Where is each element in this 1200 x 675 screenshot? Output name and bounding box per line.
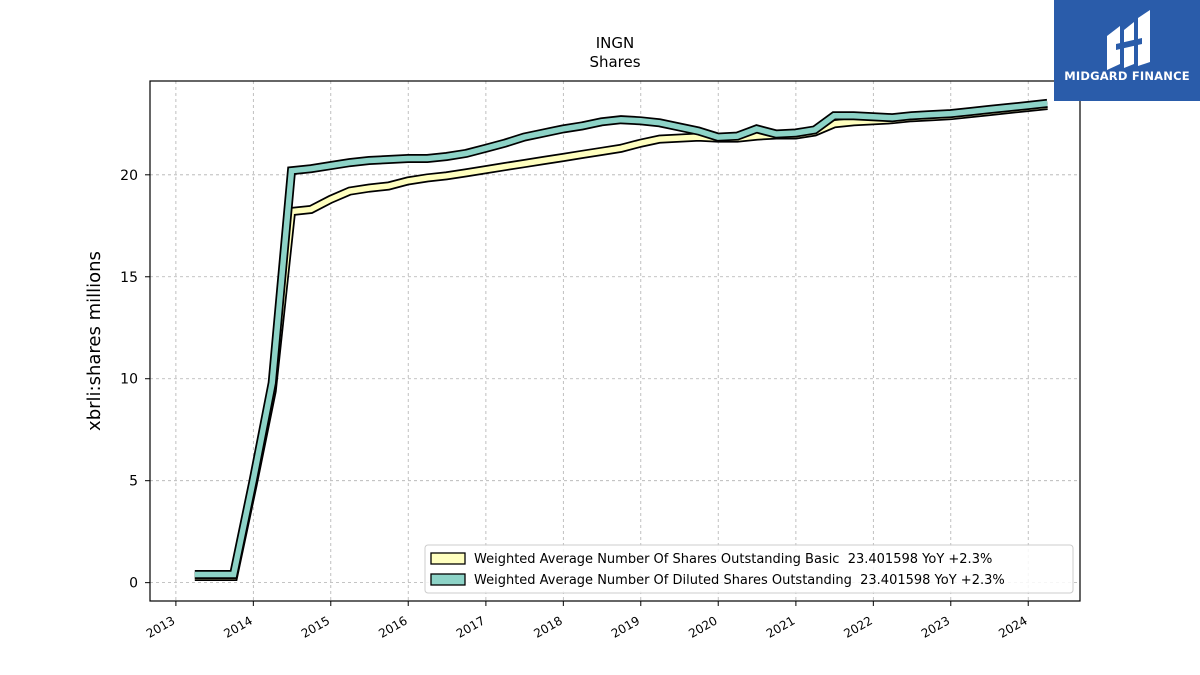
x-tick-label: 2014: [221, 613, 254, 640]
y-axis-label: xbrli:shares millions: [84, 251, 105, 431]
x-tick-label: 2016: [376, 613, 409, 640]
y-tick-label: 15: [120, 270, 138, 286]
legend-label-diluted: Weighted Average Number Of Diluted Share…: [474, 573, 1005, 588]
x-tick-label: 2013: [144, 613, 177, 640]
x-tick-label: 2018: [531, 613, 564, 640]
x-tick-label: 2020: [686, 613, 719, 640]
chart-title: INGN: [596, 34, 635, 52]
y-tick-label: 10: [120, 372, 138, 388]
grid-lines: [150, 81, 1080, 601]
y-tick-label: 5: [129, 474, 138, 490]
chart-subtitle: Shares: [589, 53, 640, 71]
y-tick-label: 20: [120, 168, 138, 184]
y-axis-ticks: 0 5 10 15 20: [120, 168, 150, 592]
legend-swatch-basic: [430, 552, 466, 565]
x-tick-label: 2019: [609, 613, 642, 640]
x-tick-label: 2021: [764, 613, 797, 640]
series-1-line: [194, 100, 1048, 578]
legend-swatch-diluted: [430, 573, 466, 586]
legend-box: [424, 544, 1074, 594]
x-tick-label: 2022: [841, 613, 874, 640]
series-0-line: [194, 102, 1048, 580]
y-tick-label: 0: [129, 576, 138, 592]
x-tick-label: 2024: [996, 613, 1029, 640]
series-0-outline: [194, 101, 1048, 581]
brand-mark-icon: [1107, 10, 1150, 70]
x-tick-label: 2017: [454, 613, 487, 640]
legend-label-basic: Weighted Average Number Of Shares Outsta…: [474, 552, 992, 567]
series-layer: [194, 98, 1048, 581]
plot-frame: [149, 80, 1081, 602]
brand-logo: MIDGARD FINANCE: [1054, 0, 1200, 101]
x-tick-label: 2015: [299, 613, 332, 640]
x-axis-ticks: 2013 2014 2015 2016 2017 2018 2019 2020 2021 2022…: [144, 601, 1030, 641]
x-tick-label: 2023: [919, 613, 952, 640]
series-1-outline: [194, 98, 1048, 579]
brand-name: MIDGARD FINANCE: [1064, 69, 1190, 83]
legend: Weighted Average Number Of Shares Outsta…: [424, 544, 1074, 594]
